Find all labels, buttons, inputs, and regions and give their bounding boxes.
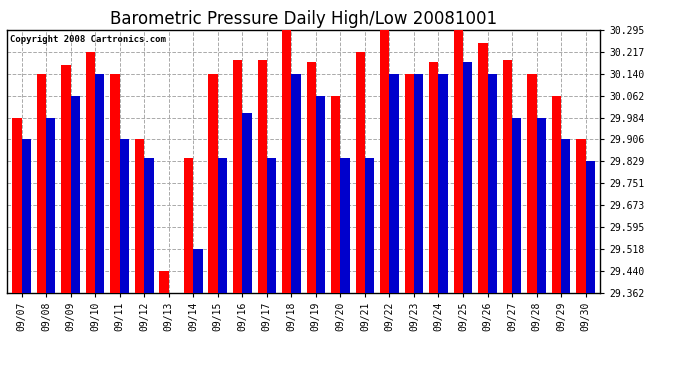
Bar <box>95 74 104 292</box>
Bar <box>552 96 561 292</box>
Text: Copyright 2008 Cartronics.com: Copyright 2008 Cartronics.com <box>10 35 166 44</box>
Bar <box>414 74 423 292</box>
Bar <box>331 96 340 292</box>
Bar <box>453 30 463 292</box>
Bar <box>537 117 546 292</box>
Bar <box>135 140 144 292</box>
Bar <box>488 74 497 292</box>
Bar <box>233 60 242 292</box>
Bar <box>429 62 438 292</box>
Bar <box>37 74 46 292</box>
Bar <box>218 158 227 292</box>
Bar <box>340 158 350 292</box>
Bar <box>380 30 389 292</box>
Bar <box>503 60 512 292</box>
Bar <box>12 117 21 292</box>
Bar <box>512 117 522 292</box>
Bar <box>144 158 154 292</box>
Bar <box>257 60 267 292</box>
Bar <box>46 117 55 292</box>
Bar <box>306 62 316 292</box>
Bar <box>355 52 365 292</box>
Bar <box>70 96 80 292</box>
Bar <box>86 52 95 292</box>
Bar <box>110 74 119 292</box>
Bar <box>291 74 301 292</box>
Bar <box>242 113 252 292</box>
Bar <box>193 249 203 292</box>
Bar <box>21 140 31 292</box>
Bar <box>184 158 193 292</box>
Bar <box>576 140 586 292</box>
Bar <box>438 74 448 292</box>
Bar <box>561 140 571 292</box>
Bar <box>267 158 276 292</box>
Bar <box>316 96 325 292</box>
Title: Barometric Pressure Daily High/Low 20081001: Barometric Pressure Daily High/Low 20081… <box>110 10 497 28</box>
Bar <box>586 161 595 292</box>
Bar <box>282 30 291 292</box>
Bar <box>159 270 169 292</box>
Bar <box>61 65 70 292</box>
Bar <box>404 74 414 292</box>
Bar <box>527 74 537 292</box>
Bar <box>119 140 129 292</box>
Bar <box>478 43 488 292</box>
Bar <box>365 158 374 292</box>
Bar <box>389 74 399 292</box>
Bar <box>463 62 472 292</box>
Bar <box>208 74 218 292</box>
